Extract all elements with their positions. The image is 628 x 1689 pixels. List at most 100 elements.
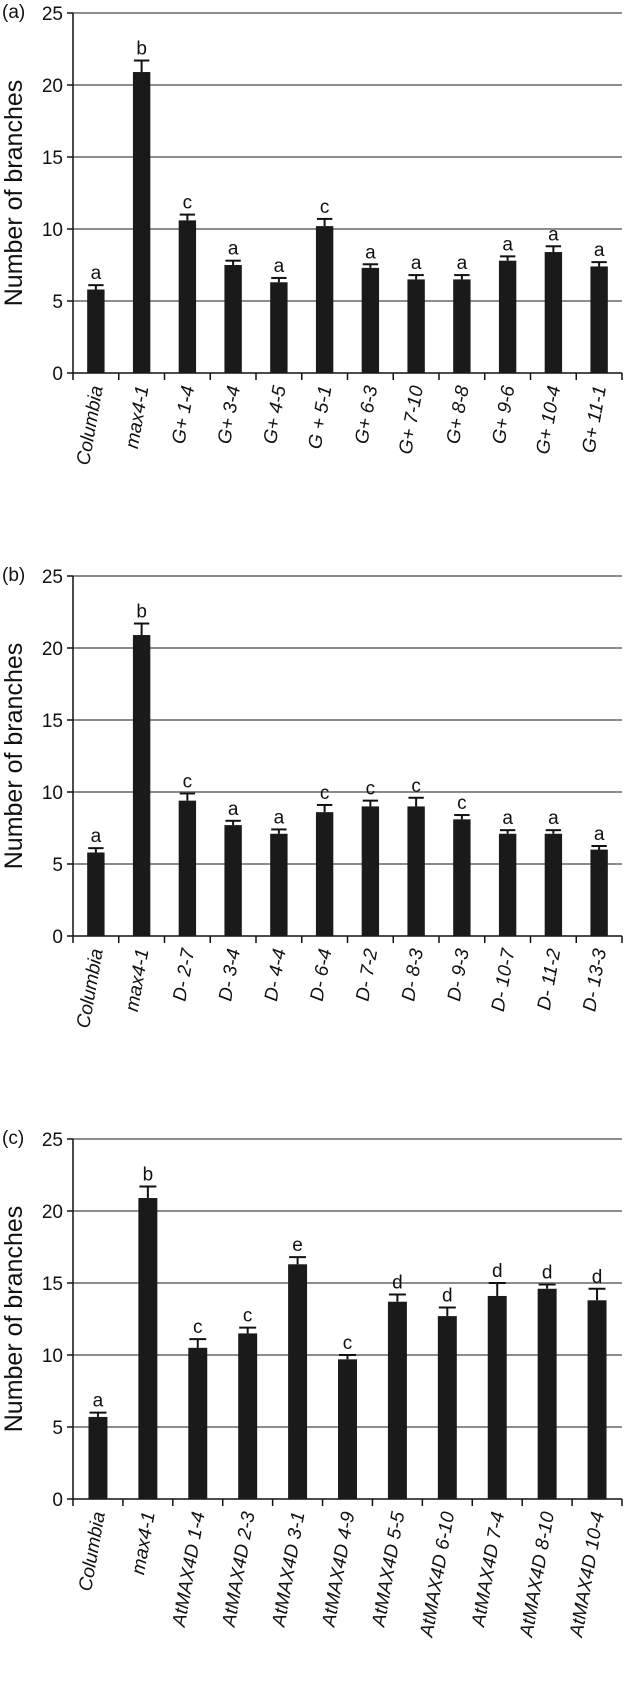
significance-label: a: [93, 1391, 104, 1412]
x-tick-label: G+ 8-8: [443, 384, 474, 446]
x-tick-label: AtMAX4D 2-3: [219, 1510, 260, 1629]
significance-label: a: [91, 263, 102, 284]
bar: [498, 833, 517, 936]
y-tick-label: 5: [52, 855, 63, 876]
bar: [437, 1316, 457, 1499]
bar: [498, 260, 517, 373]
bar: [132, 635, 151, 936]
significance-label: a: [502, 234, 513, 255]
significance-label: c: [183, 771, 193, 792]
bar: [453, 279, 471, 373]
x-tick-label: max4-1: [128, 1510, 160, 1576]
x-tick-label: D- 6-4: [307, 947, 337, 1003]
x-tick-label: Columbia: [73, 384, 108, 467]
x-tick-label: G+ 10-4: [533, 384, 566, 456]
bar: [238, 1333, 258, 1499]
significance-label: a: [411, 253, 422, 274]
bar: [544, 833, 563, 936]
x-tick-label: G+ 3-4: [214, 384, 245, 445]
y-tick-label: 15: [42, 711, 63, 732]
y-axis-title: Number of branches: [0, 80, 28, 307]
bar: [407, 806, 425, 936]
x-tick-label: AtMAX4D 1-4: [169, 1510, 210, 1629]
significance-label: d: [442, 1285, 453, 1306]
y-tick-label: 10: [42, 783, 63, 804]
bar: [407, 279, 425, 373]
significance-label: c: [183, 193, 193, 214]
y-axis-title: Number of branches: [0, 643, 28, 870]
significance-label: c: [320, 783, 330, 804]
bar: [138, 1198, 158, 1499]
y-tick-label: 20: [42, 639, 63, 660]
chart-svg: 0 5 10 15 20 25 Number of branches a Columbia b ma…: [0, 1130, 623, 1640]
y-tick-label: 10: [42, 1346, 63, 1367]
x-tick-label: AtMAX4D 10-4: [566, 1510, 609, 1639]
bar: [453, 819, 471, 936]
x-tick-label: D- 9-3: [444, 947, 474, 1003]
x-tick-label: max4-1: [122, 384, 154, 450]
chart-panel-c: (c) 0 5 10 15 20 25 Number of branches a Columbi…: [0, 1126, 628, 1689]
significance-label: d: [542, 1262, 553, 1283]
significance-label: b: [136, 39, 147, 60]
x-tick-label: G+ 1-4: [168, 384, 199, 445]
significance-label: b: [136, 602, 147, 623]
x-tick-label: Columbia: [75, 1510, 110, 1593]
x-tick-label: D- 7-2: [352, 947, 382, 1003]
bar: [87, 852, 105, 936]
x-tick-label: G+ 7-10: [395, 384, 428, 456]
bar: [224, 265, 242, 373]
significance-label: d: [592, 1267, 603, 1288]
y-tick-label: 0: [52, 364, 63, 385]
significance-label: a: [457, 253, 468, 274]
x-tick-label: D- 3-4: [215, 947, 245, 1003]
y-tick-label: 25: [42, 1130, 63, 1151]
y-tick-label: 0: [52, 927, 63, 948]
bar: [88, 1416, 108, 1499]
x-tick-label: AtMAX4D 5-5: [368, 1510, 409, 1629]
x-tick-label: G+ 11-1: [579, 384, 611, 454]
bar: [387, 1301, 407, 1499]
x-tick-label: Columbia: [73, 947, 108, 1030]
significance-label: a: [228, 239, 239, 260]
x-tick-label: AtMAX4D 7-4: [468, 1510, 509, 1629]
x-tick-label: AtMAX4D 8-10: [516, 1510, 559, 1640]
chart-svg: 0 5 10 15 20 25 Number of branches a Columbia b ma…: [0, 567, 623, 1030]
chart-svg: 0 5 10 15 20 25 Number of branches a Columbia b ma…: [0, 4, 623, 467]
significance-label: c: [193, 1317, 203, 1338]
bar: [270, 282, 288, 373]
panel-label: (a): [2, 2, 26, 23]
y-axis-title: Number of branches: [0, 1206, 28, 1433]
bar: [315, 812, 334, 936]
y-tick-label: 5: [52, 1418, 63, 1439]
bar: [590, 266, 608, 373]
significance-label: c: [343, 1333, 353, 1354]
bar: [315, 226, 334, 373]
x-tick-label: G+ 6-3: [351, 384, 382, 446]
y-tick-label: 15: [42, 148, 63, 169]
significance-label: c: [366, 779, 376, 800]
x-tick-label: D- 10-7: [488, 946, 520, 1013]
bar: [224, 825, 242, 936]
y-tick-label: 25: [42, 4, 63, 25]
panel-label: (b): [2, 565, 26, 586]
bar: [188, 1347, 208, 1499]
x-tick-label: AtMAX4D 6-10: [416, 1510, 459, 1640]
bar: [288, 1264, 308, 1499]
y-tick-label: 20: [42, 76, 63, 97]
bar: [544, 252, 563, 373]
bar: [338, 1359, 357, 1499]
x-tick-label: D- 13-3: [579, 947, 611, 1013]
significance-label: a: [548, 224, 559, 245]
chart-panel-a: (a) 0 5 10 15 20 25 Number of branches a Columbi…: [0, 0, 628, 563]
x-tick-label: D- 4-4: [261, 947, 291, 1003]
significance-label: a: [594, 240, 605, 261]
significance-label: a: [502, 808, 513, 829]
significance-label: a: [548, 808, 559, 829]
significance-label: c: [243, 1306, 253, 1327]
significance-label: c: [457, 793, 467, 814]
significance-label: a: [594, 824, 605, 845]
significance-label: d: [392, 1273, 403, 1294]
x-tick-label: G + 5-1: [305, 384, 337, 451]
bar: [537, 1288, 557, 1499]
significance-label: a: [228, 799, 239, 820]
